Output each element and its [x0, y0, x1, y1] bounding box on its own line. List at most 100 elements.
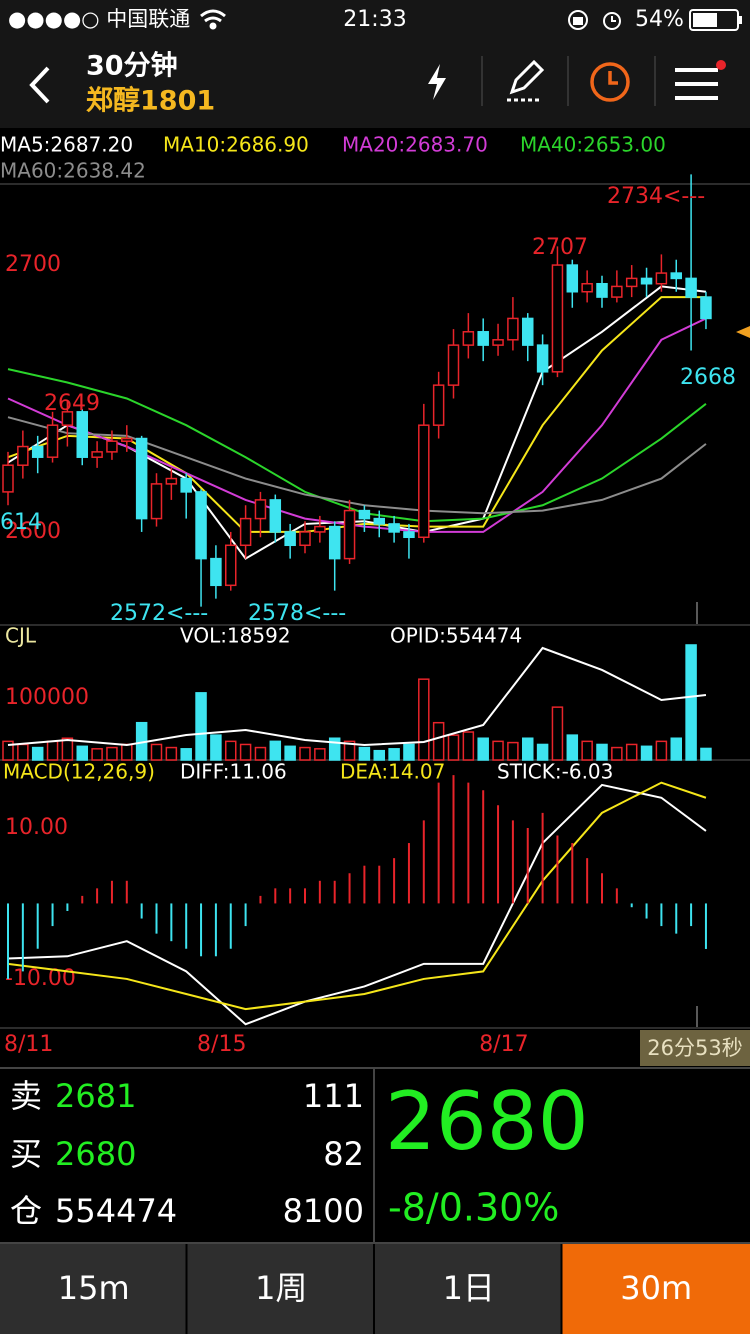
tab-bg[interactable] — [0, 1244, 186, 1334]
tab[interactable]: 15m — [58, 1269, 130, 1307]
volume-bar — [566, 734, 579, 761]
candle-body — [522, 317, 534, 346]
quote-qty: 8100 — [283, 1192, 364, 1230]
volume-bar — [76, 745, 88, 761]
last-price: 2680 — [385, 1075, 589, 1168]
volume-bar — [150, 743, 163, 761]
quote-label: 仓 — [10, 1192, 42, 1230]
volume-bar — [685, 644, 697, 761]
annotation: 2572<--- — [110, 601, 208, 626]
candle-body — [685, 277, 697, 298]
volume-bar — [358, 746, 371, 761]
volume-bar — [210, 734, 222, 761]
annotation: 2578<--- — [248, 601, 346, 626]
legend-entry: MA60:2638.42 — [0, 159, 146, 183]
volume-bar — [670, 737, 682, 761]
candle-body — [477, 331, 489, 346]
carrier: ●●●●○ 中国联通 — [8, 7, 190, 31]
candle-body — [358, 509, 371, 520]
menu-button[interactable] — [675, 60, 726, 100]
candle-body — [492, 339, 504, 346]
tab[interactable]: 1周 — [255, 1269, 307, 1307]
candle-body — [314, 525, 326, 533]
candle-body — [418, 424, 430, 539]
indicator-line — [7, 781, 707, 1011]
volume-bar — [17, 743, 29, 761]
candle-body — [507, 317, 519, 341]
candle-body — [121, 437, 133, 442]
legend-entry: DIFF:11.06 — [180, 760, 287, 784]
candle-body — [373, 517, 385, 525]
panel-title: MACD(12,26,9) — [3, 760, 155, 784]
quote-label: 卖 — [10, 1077, 42, 1115]
volume-bar — [31, 746, 44, 761]
candle-body — [328, 525, 341, 560]
legend-entry: VOL:18592 — [180, 624, 291, 648]
volume-bar — [447, 734, 460, 761]
candle-body — [403, 531, 415, 539]
candle-body — [135, 437, 148, 520]
candle-body — [625, 277, 638, 288]
candle-body — [61, 411, 74, 426]
candle-body — [284, 531, 296, 547]
candle-body — [91, 451, 103, 458]
volume-bar — [180, 748, 192, 761]
candle-body — [581, 282, 593, 293]
legend-entry: MA5:2687.20 — [0, 133, 133, 157]
volume-bar — [2, 740, 14, 761]
price-change: -8/0.30% — [388, 1186, 559, 1230]
candle-body — [640, 277, 653, 285]
quote-borders — [0, 1067, 750, 1244]
tab[interactable]: 30m — [620, 1269, 692, 1307]
volume-bar — [625, 743, 638, 761]
draw-button[interactable] — [507, 59, 545, 102]
candle-body — [462, 331, 475, 346]
candle-body — [432, 384, 445, 426]
back-button[interactable] — [29, 66, 50, 104]
header-subtitle: 郑醇1801 — [86, 85, 215, 117]
legend-entry: MA10:2686.90 — [163, 133, 309, 157]
volume-bar — [462, 731, 475, 761]
timer: 26分53秒 — [647, 1036, 742, 1060]
volume-bar — [299, 746, 311, 761]
candle-body — [343, 509, 356, 560]
volume-bar — [343, 740, 356, 761]
candle-body — [700, 296, 712, 320]
candle-body — [195, 491, 207, 560]
tab-bg[interactable] — [187, 1244, 374, 1334]
volume-bar — [328, 737, 341, 761]
x-tick-label: 8/15 — [197, 1032, 246, 1057]
candle-body — [447, 344, 460, 386]
quote-price: 554474 — [55, 1192, 177, 1230]
volume-bar — [492, 740, 504, 761]
volume-bar — [314, 748, 326, 761]
panel-title: CJL — [5, 624, 37, 648]
top-bar — [0, 0, 750, 128]
legend-entry: MA20:2683.70 — [342, 133, 488, 157]
y-tick-label: 2700 — [5, 252, 61, 277]
candle-body — [180, 477, 192, 493]
volume-bar — [551, 706, 564, 761]
candle-body — [551, 264, 564, 373]
flash-button[interactable] — [428, 64, 446, 100]
quote-price: 2681 — [55, 1077, 136, 1115]
candle-body — [254, 499, 267, 520]
quote-qty: 111 — [303, 1077, 364, 1115]
tab-bg[interactable] — [562, 1244, 750, 1334]
annotation: 2649 — [44, 391, 100, 416]
volume-bar — [611, 746, 623, 761]
candle-body — [566, 264, 579, 293]
candle-body — [536, 344, 549, 373]
volume-bar — [106, 746, 118, 761]
volume-bar — [418, 678, 430, 761]
legend-entry: DEA:14.07 — [340, 760, 445, 784]
candle-body — [388, 523, 400, 533]
period-button[interactable] — [590, 62, 630, 102]
tab-bg[interactable] — [375, 1244, 561, 1334]
header-title: 30分钟 — [86, 51, 178, 82]
tab[interactable]: 1日 — [443, 1269, 495, 1307]
candle-body — [106, 440, 118, 453]
battery-icon — [689, 9, 742, 31]
